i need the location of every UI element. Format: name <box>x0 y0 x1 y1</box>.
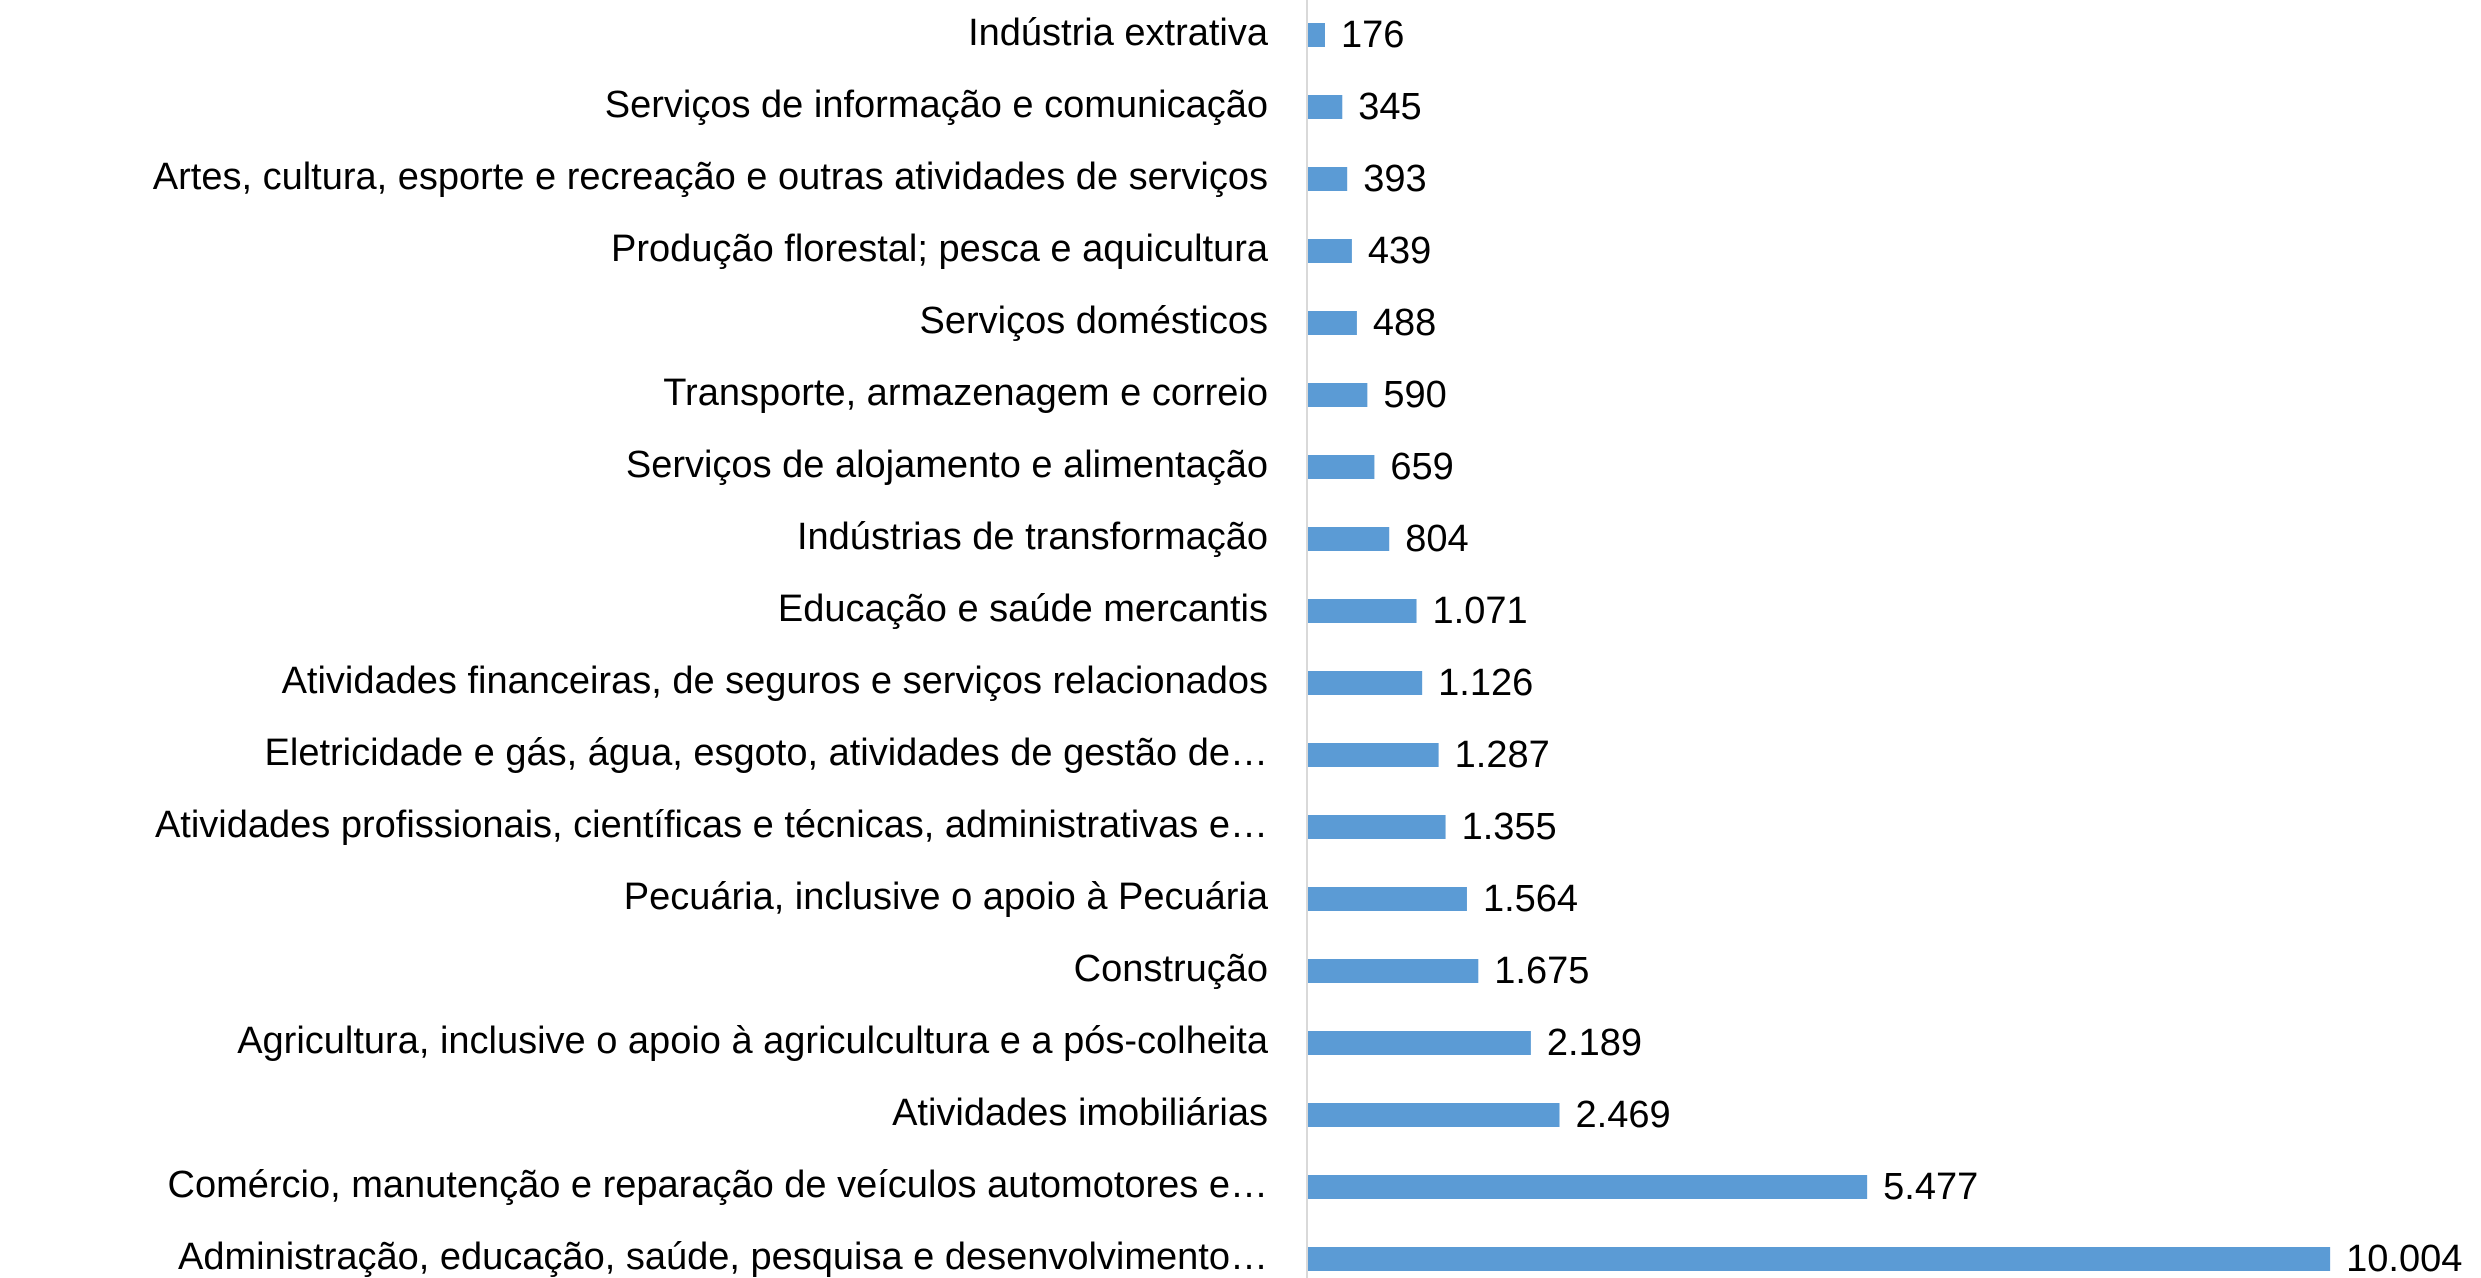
bar <box>1307 311 1357 335</box>
category-label: Atividades imobiliárias <box>892 1092 1268 1134</box>
category-label: Eletricidade e gás, água, esgoto, ativid… <box>265 732 1268 774</box>
category-label: Agricultura, inclusive o apoio à agricul… <box>237 1020 1269 1062</box>
category-label: Indústrias de transformação <box>797 516 1268 558</box>
bar <box>1307 815 1446 839</box>
value-label: 1.355 <box>1462 806 1557 848</box>
value-label: 1.564 <box>1483 878 1578 920</box>
category-label: Atividades profissionais, científicas e … <box>155 804 1268 846</box>
category-label: Serviços de alojamento e alimentação <box>626 444 1268 486</box>
category-label: Comércio, manutenção e reparação de veíc… <box>168 1164 1268 1206</box>
bar <box>1307 383 1368 407</box>
category-label: Artes, cultura, esporte e recreação e ou… <box>153 156 1268 198</box>
category-label: Atividades financeiras, de seguros e ser… <box>282 660 1268 702</box>
value-label: 1.287 <box>1455 734 1550 776</box>
value-label: 590 <box>1383 374 1446 416</box>
value-label: 345 <box>1358 86 1421 128</box>
value-label: 488 <box>1373 302 1436 344</box>
value-label: 1.126 <box>1438 662 1533 704</box>
bar <box>1307 1175 1868 1199</box>
category-label: Serviços domésticos <box>920 300 1268 342</box>
value-label: 1.675 <box>1494 950 1589 992</box>
bar <box>1307 1247 2331 1271</box>
bar <box>1307 743 1439 767</box>
value-label: 439 <box>1368 230 1431 272</box>
bar <box>1307 887 1467 911</box>
bar <box>1307 95 1343 119</box>
category-label: Administração, educação, saúde, pesquisa… <box>178 1236 1268 1278</box>
category-label: Construção <box>1074 948 1268 990</box>
value-label: 1.071 <box>1433 590 1528 632</box>
value-label: 659 <box>1390 446 1453 488</box>
category-label: Transporte, armazenagem e correio <box>663 372 1268 414</box>
category-label: Pecuária, inclusive o apoio à Pecuária <box>624 876 1269 918</box>
value-label: 393 <box>1363 158 1426 200</box>
value-label: 2.189 <box>1547 1022 1642 1064</box>
value-label: 176 <box>1341 14 1404 56</box>
bar <box>1307 527 1390 551</box>
bar <box>1307 239 1352 263</box>
category-label: Produção florestal; pesca e aquicultura <box>611 228 1269 270</box>
value-label: 2.469 <box>1576 1094 1671 1136</box>
bar <box>1307 1031 1531 1055</box>
bar <box>1307 167 1348 191</box>
value-label: 10.004 <box>2346 1238 2462 1278</box>
bar <box>1307 455 1375 479</box>
category-label: Educação e saúde mercantis <box>778 588 1268 630</box>
category-label: Indústria extrativa <box>968 12 1269 54</box>
value-label: 5.477 <box>1883 1166 1978 1208</box>
bar <box>1307 599 1417 623</box>
bar <box>1307 671 1423 695</box>
bar <box>1307 23 1325 47</box>
category-label: Serviços de informação e comunicação <box>605 84 1268 126</box>
value-label: 804 <box>1405 518 1468 560</box>
bar <box>1307 1103 1560 1127</box>
bar <box>1307 959 1479 983</box>
